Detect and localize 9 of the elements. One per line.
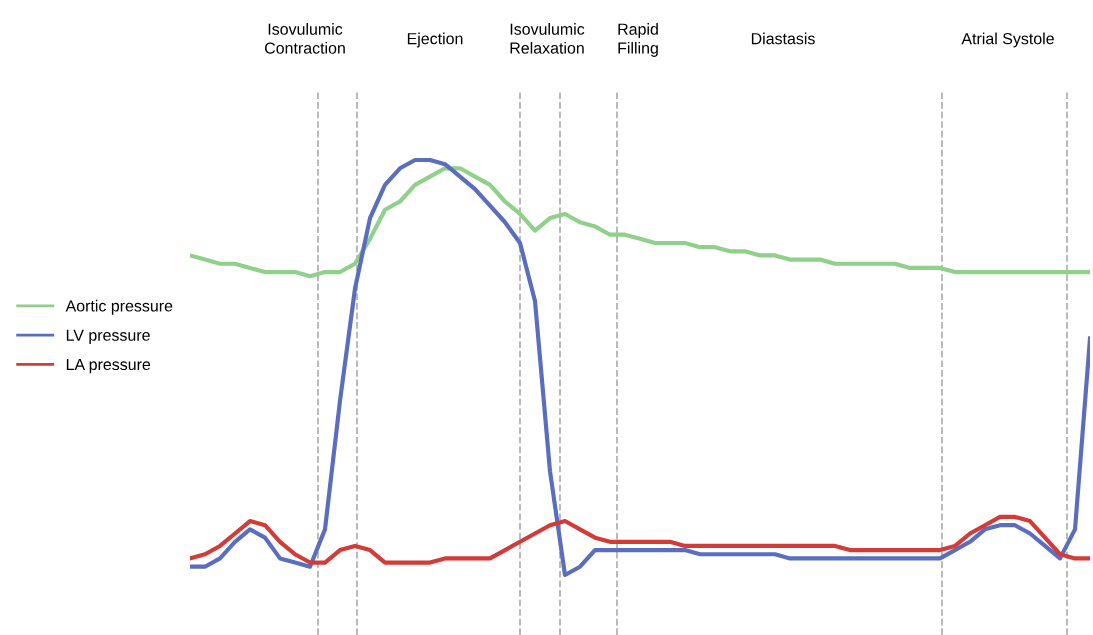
text: Atrial Systole bbox=[961, 32, 1054, 48]
text: Isovulumic Relaxation bbox=[510, 23, 585, 54]
legend-label: LA pressure bbox=[66, 358, 151, 374]
text: Rapid Filling bbox=[618, 23, 658, 57]
legend-label: LV pressure bbox=[66, 329, 150, 344]
text: Ejection bbox=[407, 32, 463, 48]
text: Diastasis bbox=[751, 32, 815, 45]
text: Isovulumic Contraction bbox=[264, 23, 345, 54]
legend-label: Aortic pressure bbox=[65, 299, 173, 315]
